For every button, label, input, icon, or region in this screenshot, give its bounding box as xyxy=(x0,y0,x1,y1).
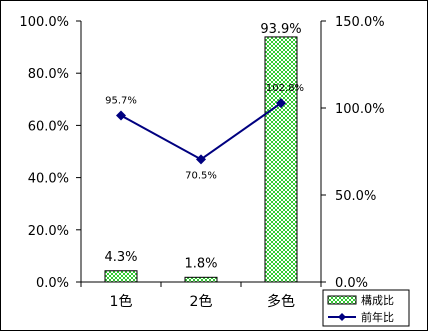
right-axis-ticks: 0.0% 50.0% 100.0% 150.0% xyxy=(335,15,385,291)
bar-2 xyxy=(184,276,218,283)
legend-bar-swatch xyxy=(327,295,357,305)
axes xyxy=(76,20,326,287)
left-tick-label: 0.0% xyxy=(36,276,69,291)
line-data-labels: 95.7% 70.5% 102.8% xyxy=(105,83,304,181)
category-label: 多色 xyxy=(267,293,295,310)
legend-line-marker xyxy=(338,313,346,321)
left-tick-label: 40.0% xyxy=(28,172,69,187)
line-value-label: 70.5% xyxy=(185,170,217,181)
bar-data-labels: 4.3% 1.8% 93.9% xyxy=(104,22,301,271)
left-tick-label: 100.0% xyxy=(19,15,69,30)
right-tick-label: 150.0% xyxy=(335,15,385,30)
left-tick-label: 80.0% xyxy=(28,67,69,82)
line-series xyxy=(116,98,286,165)
bar-value-label: 93.9% xyxy=(260,22,301,37)
left-tick-label: 20.0% xyxy=(28,224,69,239)
category-label: 2色 xyxy=(190,293,213,310)
line-path xyxy=(120,102,282,161)
line-value-label: 102.8% xyxy=(266,83,304,94)
line-point-2 xyxy=(196,154,206,165)
right-tick-label: 0.0% xyxy=(335,276,368,291)
bar-3 xyxy=(264,36,298,283)
line-point-3 xyxy=(276,98,286,109)
line-value-label: 95.7% xyxy=(105,95,137,106)
left-tick-label: 60.0% xyxy=(28,119,69,134)
right-tick-label: 100.0% xyxy=(335,102,385,117)
legend-bar-label: 構成比 xyxy=(361,294,394,307)
right-tick-label: 50.0% xyxy=(335,189,376,204)
category-axis-ticks: 1色 2色 多色 xyxy=(110,293,295,310)
line-point-1 xyxy=(116,110,126,121)
legend-box xyxy=(322,289,410,327)
category-label: 1色 xyxy=(110,293,133,310)
left-axis-ticks: 0.0% 20.0% 40.0% 60.0% 80.0% 100.0% xyxy=(19,15,69,291)
bar-series xyxy=(104,36,298,283)
bar-1 xyxy=(104,270,138,283)
bar-value-label: 4.3% xyxy=(104,250,137,265)
legend-line-label: 前年比 xyxy=(361,310,394,324)
bar-value-label: 1.8% xyxy=(184,256,217,271)
